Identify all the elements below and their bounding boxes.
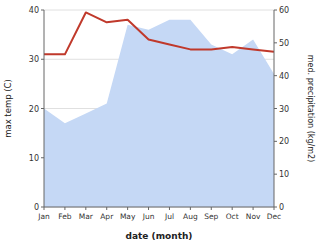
y-tick <box>41 108 44 109</box>
x-tick-label: Sep <box>204 212 218 221</box>
y-tick-label: 10 <box>29 154 39 163</box>
marks <box>44 12 274 207</box>
x-axis-line <box>44 207 274 208</box>
y2-tick-label: 10 <box>279 170 289 179</box>
x-tick <box>148 207 149 210</box>
y2-tick <box>274 42 277 43</box>
x-tick <box>253 207 254 210</box>
x-tick-label: Jun <box>142 212 155 221</box>
axes: 0 10 20 30 40 0 10 20 30 40 50 60 Jan Feb Mar Apr May Jun… <box>29 6 289 221</box>
x-tick-label: Dec <box>267 212 282 221</box>
grid <box>44 10 274 207</box>
y2-tick <box>274 10 277 11</box>
y2-tick <box>274 174 277 175</box>
x-tick <box>44 207 45 210</box>
x-tick-label: Jul <box>164 212 174 221</box>
x-tick-label: Apr <box>100 212 114 221</box>
x-tick-label: Nov <box>246 212 261 221</box>
x-tick <box>274 207 275 210</box>
x-axis-label: date (month) <box>126 231 193 241</box>
x-tick <box>211 207 212 210</box>
chart: 0 10 20 30 40 0 10 20 30 40 50 60 Jan Feb Mar Apr May Jun… <box>0 0 318 247</box>
y2-tick-label: 30 <box>279 105 289 114</box>
y2-tick-label: 0 <box>279 203 284 212</box>
y2-tick-label: 60 <box>279 6 289 15</box>
y-tick <box>41 59 44 60</box>
y-tick-label: 40 <box>29 6 39 15</box>
y2-tick-label: 40 <box>279 72 289 81</box>
grid-line <box>44 207 274 208</box>
y2-tick-label: 50 <box>279 39 289 48</box>
y-tick <box>41 157 44 158</box>
x-tick-label: Oct <box>226 212 239 221</box>
x-tick <box>64 207 65 210</box>
chart-container: 0 10 20 30 40 0 10 20 30 40 50 60 Jan Feb Mar Apr May Jun… <box>0 0 318 247</box>
x-tick-label: Feb <box>58 212 72 221</box>
y2-tick-label: 20 <box>279 137 289 146</box>
x-tick <box>190 207 191 210</box>
y-tick <box>41 10 44 11</box>
x-tick-label: Aug <box>183 212 198 221</box>
y2-axis-label: med. precipitation (kg/m2) <box>306 55 315 162</box>
x-tick-label: May <box>120 212 136 221</box>
x-tick <box>232 207 233 210</box>
y2-tick <box>274 75 277 76</box>
temperature-line <box>44 12 274 54</box>
y-tick-label: 20 <box>29 105 39 114</box>
x-tick <box>85 207 86 210</box>
x-tick <box>169 207 170 210</box>
y-tick-label: 30 <box>29 55 39 64</box>
y2-tick <box>274 141 277 142</box>
y-axis-label: max temp (C) <box>3 79 13 138</box>
grid-line <box>44 10 274 11</box>
x-tick-label: Mar <box>79 212 94 221</box>
y-tick-label: 0 <box>34 203 39 212</box>
x-tick-label: Jan <box>37 212 50 221</box>
x-tick <box>106 207 107 210</box>
y2-tick <box>274 108 277 109</box>
x-tick <box>127 207 128 210</box>
